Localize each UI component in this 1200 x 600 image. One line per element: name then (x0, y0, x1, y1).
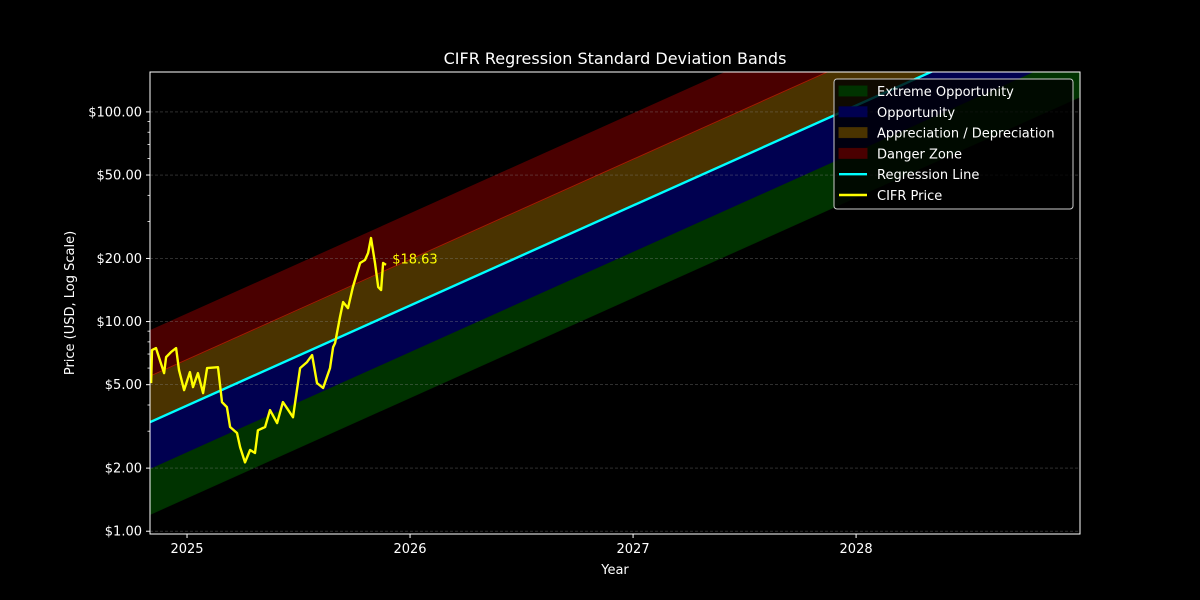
legend-item: Danger Zone (838, 147, 962, 162)
x-tick-label: 2025 (170, 542, 203, 557)
legend: Extreme Opportunity Opportunity Appreciati… (833, 78, 1074, 210)
legend-item: Regression Line (839, 168, 979, 183)
y-tick-label: $10.00 (97, 315, 143, 330)
legend-swatch (838, 85, 868, 97)
x-tick-label: 2026 (393, 542, 426, 557)
gridlines (150, 111, 1080, 532)
y-tick-label: $50.00 (97, 169, 143, 184)
legend-label: CIFR Price (877, 189, 942, 204)
series-lines (150, 72, 934, 464)
legend-label: Appreciation / Depreciation (877, 127, 1055, 142)
legend-swatch (838, 106, 868, 118)
last-price-annotation: $18.63 (392, 252, 438, 267)
legend-label: Extreme Opportunity (877, 85, 1014, 100)
y-tick-label: $5.00 (105, 378, 142, 393)
plot-frame (149, 71, 1081, 535)
regression-line (150, 72, 934, 424)
legend-swatch (838, 127, 868, 139)
price-line (150, 236, 387, 464)
x-axis-label: Year (600, 563, 629, 578)
legend-label: Regression Line (877, 168, 979, 183)
legend-item: Opportunity (838, 106, 955, 121)
danger-boundary-line (150, 72, 829, 377)
y-axis: $1.00 $2.00 $5.00 $10.00 $20.00 $50.00 $100.00 (88, 105, 150, 540)
legend-item: Extreme Opportunity (838, 85, 1014, 100)
legend-item: CIFR Price (839, 189, 942, 204)
legend-item: Appreciation / Depreciation (838, 127, 1055, 142)
annotations: $18.63 (392, 252, 438, 267)
x-tick-label: 2028 (840, 542, 873, 557)
legend-label: Danger Zone (877, 147, 962, 162)
y-tick-label: $1.00 (105, 525, 142, 540)
y-tick-label: $100.00 (88, 105, 142, 120)
y-axis-label: Price (USD, Log Scale) (63, 231, 78, 375)
y-tick-label: $20.00 (97, 252, 143, 267)
legend-box (833, 78, 1074, 210)
x-axis: 2025 2026 2027 2028 (170, 534, 873, 557)
legend-label: Opportunity (877, 106, 955, 121)
legend-swatch (838, 147, 868, 159)
chart-title: CIFR Regression Standard Deviation Bands (444, 49, 787, 68)
x-tick-label: 2027 (617, 542, 650, 557)
y-tick-label: $2.00 (105, 462, 142, 477)
